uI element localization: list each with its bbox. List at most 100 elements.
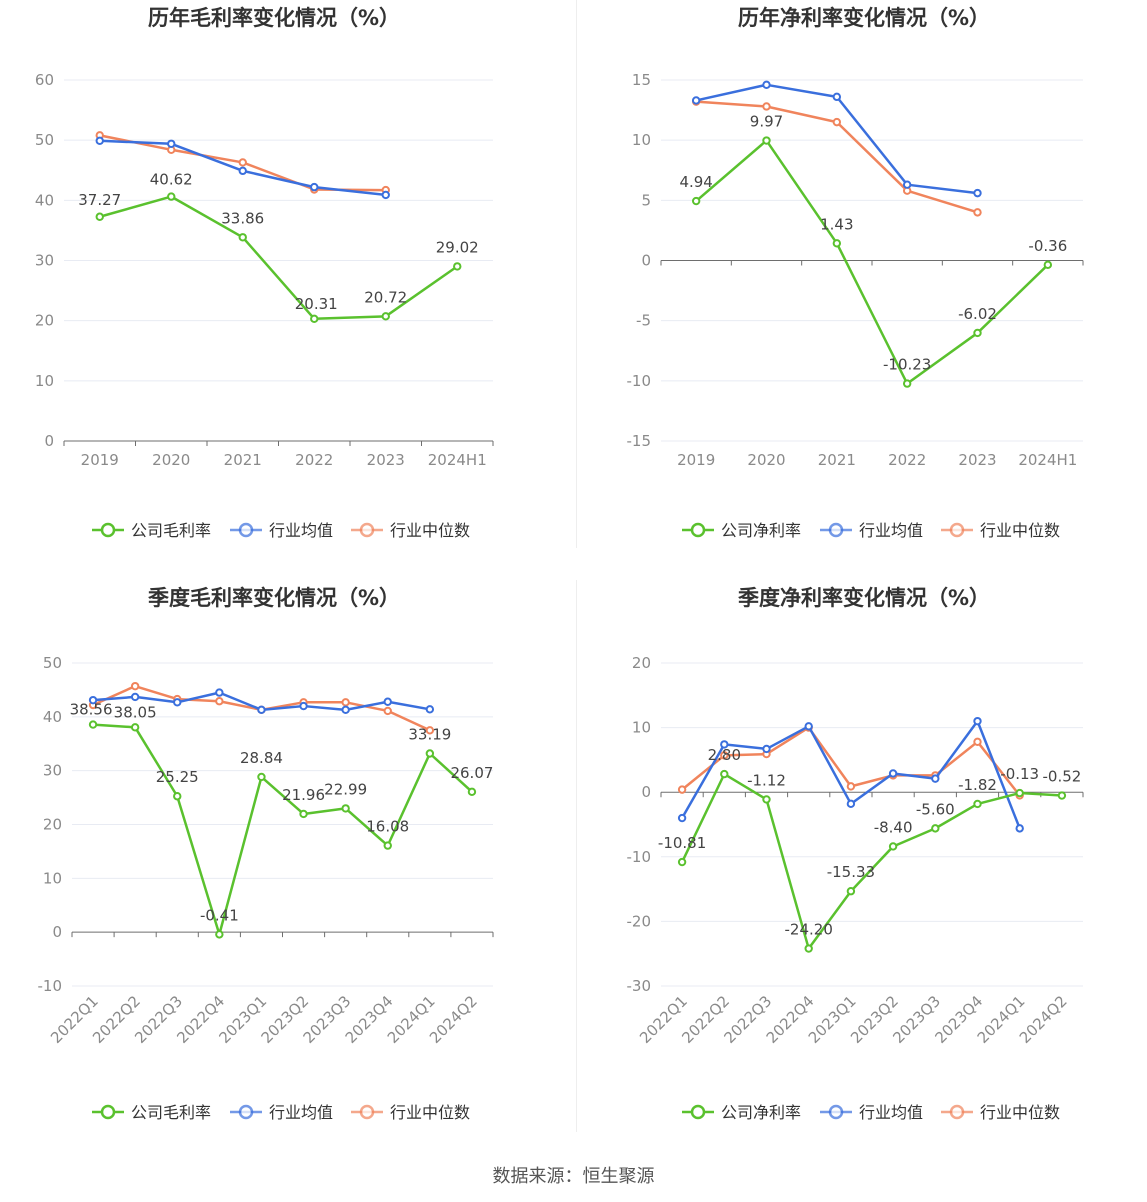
company-data-label: 1.43 xyxy=(820,215,853,233)
company-rate-point xyxy=(425,749,435,758)
y-tick-label: 30 xyxy=(43,762,62,780)
y-tick-label: 10 xyxy=(43,869,62,887)
company-data-label: -15.33 xyxy=(827,863,875,881)
legend-label: 行业中位数 xyxy=(390,1103,470,1122)
y-tick-label: -10 xyxy=(38,977,63,995)
legend-swatch-marker xyxy=(949,522,965,538)
industry-average-point xyxy=(383,697,392,706)
industry-average-point xyxy=(310,182,319,192)
industry-median-point xyxy=(973,737,982,747)
company-rate-point xyxy=(1057,791,1067,800)
industry-average-line xyxy=(681,719,1021,829)
legend-label: 行业中位数 xyxy=(980,521,1060,540)
company-data-label: 38.05 xyxy=(114,703,157,721)
company-rate-point xyxy=(1015,788,1024,798)
industry-average-point xyxy=(299,701,308,711)
y-tick-label: 20 xyxy=(43,816,62,834)
industry-average-point xyxy=(973,716,982,726)
chart-title: 季度毛利率变化情况（%） xyxy=(148,586,400,610)
industry-median-point xyxy=(762,102,771,111)
industry-average-point xyxy=(931,774,940,783)
company-data-label: -8.40 xyxy=(874,818,913,836)
company-data-label: -1.12 xyxy=(747,771,786,789)
industry-average-point xyxy=(88,695,98,705)
legend-swatch-marker xyxy=(690,522,706,538)
y-tick-label: 10 xyxy=(35,372,54,390)
company-data-label: -0.41 xyxy=(200,906,239,924)
y-tick-label: -10 xyxy=(627,372,652,390)
legend-item-industry-average: 行业均值 xyxy=(230,521,333,540)
industry-median-point xyxy=(832,117,842,127)
industry-average-point xyxy=(425,705,435,714)
legend-item-industry-median: 行业中位数 xyxy=(351,1103,470,1122)
industry-average-point xyxy=(677,813,687,823)
company-rate-point xyxy=(931,824,940,833)
y-tick-label: 10 xyxy=(632,131,651,149)
industry-median-point xyxy=(383,706,392,716)
company-rate-point xyxy=(973,328,982,338)
x-tick-label: 2020 xyxy=(747,451,785,469)
industry-average-point xyxy=(804,722,813,731)
chart-title: 历年毛利率变化情况（%） xyxy=(148,6,400,30)
x-tick-label: 2024Q2 xyxy=(1016,992,1071,1047)
chart-title: 历年净利率变化情况（%） xyxy=(738,6,990,30)
company-rate-point xyxy=(88,720,98,729)
company-rate-point xyxy=(846,887,856,896)
industry-average-line xyxy=(695,83,978,195)
legend-item-company-rate: 公司净利率 xyxy=(682,1103,801,1122)
legend-label: 公司净利率 xyxy=(721,521,801,540)
industry-median-point xyxy=(720,751,729,760)
company-data-label: 29.02 xyxy=(436,238,479,256)
company-data-label: 16.08 xyxy=(366,818,409,836)
company-rate-point xyxy=(888,842,898,851)
industry-median-point xyxy=(677,785,687,794)
data-source-footer: 数据来源：恒生聚源 xyxy=(492,1166,655,1187)
company-data-label: -6.02 xyxy=(958,305,997,323)
industry-median-point xyxy=(238,158,247,167)
quarterly-net-margin-svg: 季度净利率变化情况（%）-30-20-10010202022Q12022Q220… xyxy=(627,586,1084,1122)
y-tick-label: 40 xyxy=(35,191,54,209)
legend-label: 行业均值 xyxy=(859,1103,923,1122)
x-tick-label: 2022 xyxy=(888,451,926,469)
y-tick-label: 10 xyxy=(632,719,651,737)
annual-gross-margin-svg: 历年毛利率变化情况（%） 0 10 20 30 40 50 60 2019 2020 2021 202… xyxy=(35,6,494,540)
company-rate-point xyxy=(95,212,104,221)
company-rate-point xyxy=(341,804,350,813)
y-tick-label: -30 xyxy=(627,977,652,995)
quarterly-gross-margin-svg: 季度毛利率变化情况（%）-10010203040502022Q12022Q220… xyxy=(38,586,494,1122)
x-tick-label: 2022 xyxy=(295,451,333,469)
legend-label: 行业中位数 xyxy=(390,521,470,540)
legend-swatch-marker xyxy=(100,522,116,538)
industry-median-point xyxy=(341,698,350,707)
legend-swatch-marker xyxy=(690,1104,706,1120)
company-rate-point xyxy=(762,795,771,804)
industry-average-point xyxy=(257,705,266,715)
company-data-label: 20.72 xyxy=(364,288,407,306)
legend-item-industry-average: 行业均值 xyxy=(820,521,923,540)
company-rate-point xyxy=(173,792,182,801)
x-tick-label: 2024H1 xyxy=(1018,451,1077,469)
annual-net-margin-chart: 历年净利率变化情况（%） -15 -10 -5 0 5 10 15 2019 2020 2021 20… xyxy=(576,0,1147,560)
annual-gross-margin-chart: 历年毛利率变化情况（%） 0 10 20 30 40 50 60 2019 2020 2021 202… xyxy=(0,0,576,560)
company-data-label: 38.56 xyxy=(70,701,113,719)
company-data-label: 40.62 xyxy=(150,171,193,189)
industry-average-point xyxy=(720,740,729,749)
y-tick-label: 0 xyxy=(641,252,651,270)
y-tick-label: 0 xyxy=(44,432,54,450)
y-tick-label: 30 xyxy=(35,252,54,270)
y-tick-label: 5 xyxy=(641,191,651,209)
company-rate-point xyxy=(762,136,771,145)
industry-median-point xyxy=(973,208,982,217)
company-rate-point xyxy=(257,772,266,782)
chart-title: 季度净利率变化情况（%） xyxy=(738,586,990,610)
legend-label: 公司毛利率 xyxy=(131,521,211,540)
industry-average-point xyxy=(167,139,176,148)
legend-label: 公司毛利率 xyxy=(131,1103,211,1122)
company-data-label: 28.84 xyxy=(240,749,283,767)
y-tick-label: 0 xyxy=(641,783,651,801)
company-data-label: -0.36 xyxy=(1028,237,1067,255)
y-tick-label: 20 xyxy=(632,654,651,672)
industry-median-point xyxy=(425,726,435,735)
industry-average-point xyxy=(238,166,247,176)
annual-net-margin-svg: 历年净利率变化情况（%） -15 -10 -5 0 5 10 15 2019 2020 2021 20… xyxy=(627,6,1084,540)
